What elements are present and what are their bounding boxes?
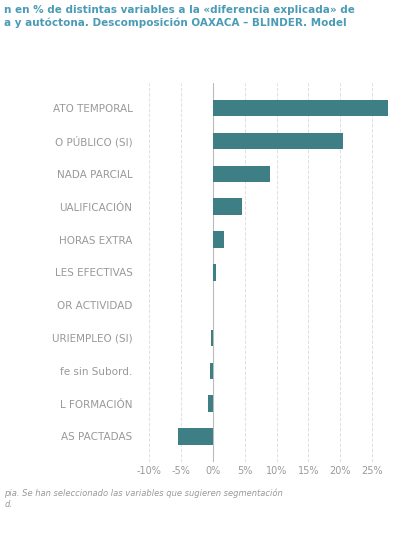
Bar bbox=[212, 166, 270, 182]
Bar bbox=[212, 100, 387, 116]
Bar bbox=[212, 199, 241, 215]
Bar bbox=[212, 231, 224, 248]
Bar bbox=[210, 363, 212, 379]
Bar bbox=[178, 428, 212, 445]
Text: pia. Se han seleccionado las variables que sugieren segmentación: pia. Se han seleccionado las variables q… bbox=[4, 489, 282, 498]
Text: n en % de distintas variables a la «diferencia explicada» de: n en % de distintas variables a la «dife… bbox=[4, 5, 354, 15]
Bar bbox=[212, 264, 216, 280]
Bar bbox=[211, 330, 212, 346]
Bar bbox=[212, 133, 342, 149]
Bar bbox=[207, 396, 212, 412]
Text: d.: d. bbox=[4, 500, 12, 509]
Text: a y autóctona. Descomposición OAXACA – BLINDER. Model: a y autóctona. Descomposición OAXACA – B… bbox=[4, 18, 346, 28]
